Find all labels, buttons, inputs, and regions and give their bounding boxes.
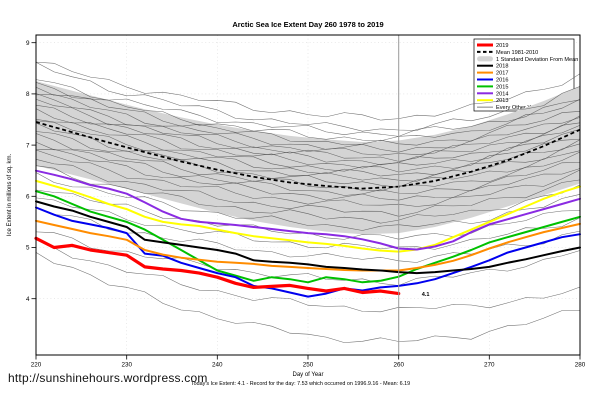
chart-title: Arctic Sea Ice Extent Day 260 1978 to 20… xyxy=(232,20,384,29)
svg-text:8: 8 xyxy=(26,91,30,98)
x-axis-label: Day of Year xyxy=(292,372,324,378)
svg-text:280: 280 xyxy=(575,362,586,369)
svg-text:4.1: 4.1 xyxy=(422,292,430,298)
svg-text:5: 5 xyxy=(26,245,30,252)
svg-text:260: 260 xyxy=(393,362,404,369)
svg-text:270: 270 xyxy=(484,362,495,369)
svg-text:6: 6 xyxy=(26,194,30,201)
svg-text:2019: 2019 xyxy=(496,43,508,49)
svg-text:2016: 2016 xyxy=(496,78,508,84)
svg-text:2014: 2014 xyxy=(496,91,508,97)
svg-text:230: 230 xyxy=(121,362,132,369)
svg-text:250: 250 xyxy=(303,362,314,369)
svg-text:2015: 2015 xyxy=(496,84,508,90)
svg-text:240: 240 xyxy=(212,362,223,369)
svg-text:2018: 2018 xyxy=(496,64,508,70)
svg-text:2017: 2017 xyxy=(496,71,508,77)
svg-text:4: 4 xyxy=(26,296,30,303)
svg-text:220: 220 xyxy=(31,362,42,369)
chart-subtitle: Today's Ice Extent: 4.1 - Record for the… xyxy=(190,381,411,387)
svg-text:1 Standard Deviation From Mean: 1 Standard Deviation From Mean xyxy=(496,57,578,63)
watermark-url: http://sunshinehours.wordpress.com xyxy=(8,371,208,385)
svg-text:2013: 2013 xyxy=(496,98,508,104)
svg-text:9: 9 xyxy=(26,40,30,47)
svg-text:7: 7 xyxy=(26,142,30,149)
svg-text:Mean 1981-2010: Mean 1981-2010 xyxy=(496,50,538,56)
svg-text:Every Other Year: Every Other Year xyxy=(496,105,539,111)
